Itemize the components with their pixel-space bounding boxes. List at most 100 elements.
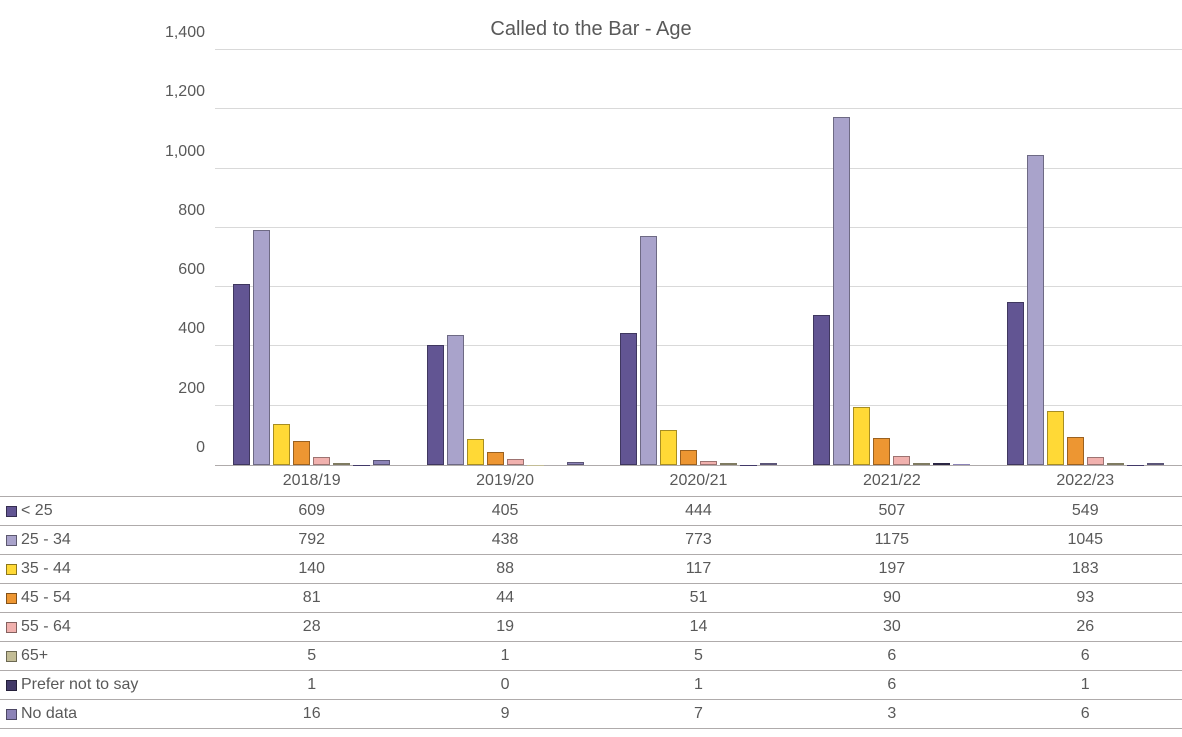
bar <box>760 463 777 465</box>
x-tick-label: 2018/19 <box>215 472 408 490</box>
value-cell: 438 <box>408 531 601 549</box>
bar <box>893 456 910 465</box>
value-cell: 140 <box>215 560 408 578</box>
value-cell: 16 <box>215 705 408 723</box>
value-cell: 3 <box>795 705 988 723</box>
bar-group <box>1007 155 1164 465</box>
value-cell: 507 <box>795 502 988 520</box>
value-cells: 169736 <box>215 705 1182 723</box>
table-row: 25 - 34 79243877311751045 <box>0 525 1182 554</box>
y-tick-label: 400 <box>178 320 205 338</box>
legend-swatch <box>6 593 17 604</box>
series-name-label: 65+ <box>21 647 48 665</box>
legend-swatch <box>6 564 17 575</box>
value-cells: 8144519093 <box>215 589 1182 607</box>
series-name-cell: 35 - 44 <box>0 560 215 578</box>
table-row: 55 - 64 2819143026 <box>0 612 1182 641</box>
y-tick-label: 200 <box>178 380 205 398</box>
value-cell: 5 <box>602 647 795 665</box>
series-name-label: 35 - 44 <box>21 560 71 578</box>
value-cell: 405 <box>408 502 601 520</box>
bar <box>813 315 830 465</box>
value-cell: 28 <box>215 618 408 636</box>
table-row: < 25609405444507549 <box>0 496 1182 525</box>
value-cell: 6 <box>989 705 1182 723</box>
value-cell: 1 <box>989 676 1182 694</box>
x-tick-label: 2020/21 <box>602 472 795 490</box>
series-name-label: Prefer not to say <box>21 676 138 694</box>
value-cell: 183 <box>989 560 1182 578</box>
series-name-cell: 55 - 64 <box>0 618 215 636</box>
value-cell: 773 <box>602 531 795 549</box>
x-tick-label: 2022/23 <box>989 472 1182 490</box>
value-cell: 1175 <box>795 531 988 549</box>
value-cell: 197 <box>795 560 988 578</box>
data-table: < 25609405444507549 25 - 34 79243877311751… <box>0 496 1182 729</box>
bar-group <box>427 335 584 465</box>
value-cells: 79243877311751045 <box>215 531 1182 549</box>
chart-container: Called to the Bar - Age 02004006008001,0… <box>0 0 1182 737</box>
legend-swatch <box>6 680 17 691</box>
value-cells: 51566 <box>215 647 1182 665</box>
value-cell: 44 <box>408 589 601 607</box>
y-tick-label: 800 <box>178 202 205 220</box>
bar <box>1067 437 1084 465</box>
value-cell: 9 <box>408 705 601 723</box>
gridline <box>215 49 1182 50</box>
y-tick-label: 1,000 <box>165 143 205 161</box>
series-name-label: No data <box>21 705 77 723</box>
bar-group <box>233 230 390 465</box>
bar <box>507 459 524 465</box>
bar-group <box>813 117 970 465</box>
bar <box>720 463 737 465</box>
table-row: 65+ 51566 <box>0 641 1182 670</box>
bar <box>833 117 850 465</box>
value-cells: 2819143026 <box>215 618 1182 636</box>
value-cells: 14088117197183 <box>215 560 1182 578</box>
y-tick-label: 1,200 <box>165 83 205 101</box>
bar <box>873 438 890 465</box>
bar <box>1147 463 1164 465</box>
value-cell: 88 <box>408 560 601 578</box>
legend-swatch <box>6 622 17 633</box>
bar <box>913 463 930 465</box>
value-cell: 1 <box>408 647 601 665</box>
value-cell: 1045 <box>989 531 1182 549</box>
value-cell: 81 <box>215 589 408 607</box>
legend-swatch <box>6 506 17 517</box>
bar <box>1087 457 1104 465</box>
y-tick-label: 0 <box>196 439 205 457</box>
series-name-label: 25 - 34 <box>21 531 71 549</box>
value-cell: 14 <box>602 618 795 636</box>
series-name-label: 55 - 64 <box>21 618 71 636</box>
bar <box>253 230 270 465</box>
bar <box>853 407 870 465</box>
bar <box>313 457 330 465</box>
chart-plot-region: 02004006008001,0001,2001,400 <box>0 51 1182 466</box>
bar <box>467 439 484 465</box>
table-row: Prefer not to say10161 <box>0 670 1182 699</box>
value-cell: 1 <box>215 676 408 694</box>
series-name-cell: Prefer not to say <box>0 676 215 694</box>
value-cell: 6 <box>795 647 988 665</box>
value-cell: 549 <box>989 502 1182 520</box>
bar <box>273 424 290 466</box>
bar <box>293 441 310 465</box>
x-tick-label: 2019/20 <box>408 472 601 490</box>
bar <box>447 335 464 465</box>
series-name-cell: No data <box>0 705 215 723</box>
bar <box>333 463 350 465</box>
value-cell: 1 <box>602 676 795 694</box>
bar <box>1007 302 1024 465</box>
plot-area <box>215 51 1182 466</box>
value-cell: 0 <box>408 676 601 694</box>
value-cell: 93 <box>989 589 1182 607</box>
bar <box>487 452 504 465</box>
value-cell: 26 <box>989 618 1182 636</box>
series-name-cell: 45 - 54 <box>0 589 215 607</box>
bar <box>1047 411 1064 465</box>
bar <box>640 236 657 465</box>
legend-swatch <box>6 535 17 546</box>
bar <box>700 461 717 465</box>
series-name-cell: 65+ <box>0 647 215 665</box>
